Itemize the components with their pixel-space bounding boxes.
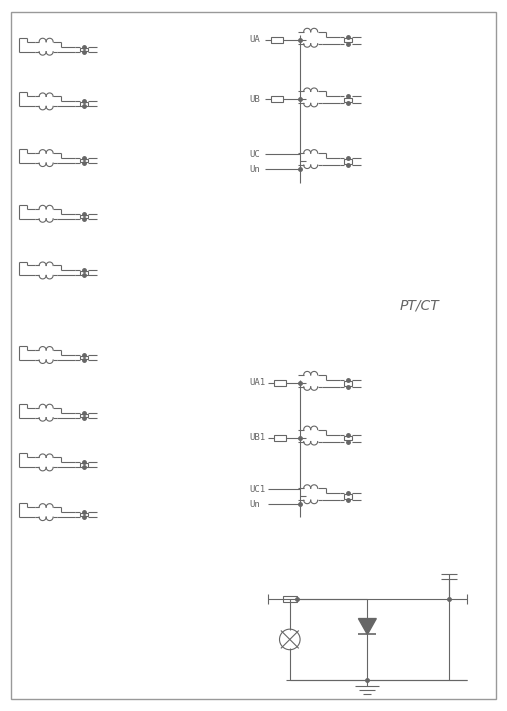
Bar bbox=[80, 159, 88, 162]
Bar bbox=[274, 434, 286, 441]
Bar bbox=[344, 436, 352, 440]
Text: Un: Un bbox=[249, 500, 260, 508]
Text: UA: UA bbox=[249, 36, 260, 44]
Bar bbox=[344, 38, 352, 43]
Text: UB: UB bbox=[249, 95, 260, 104]
Bar bbox=[344, 381, 352, 385]
Bar bbox=[80, 464, 88, 466]
Bar bbox=[344, 159, 352, 164]
Text: PT/CT: PT/CT bbox=[399, 299, 439, 312]
Bar bbox=[80, 272, 88, 274]
Text: Un: Un bbox=[249, 164, 260, 173]
Text: UC: UC bbox=[249, 149, 260, 159]
Bar bbox=[80, 215, 88, 218]
Polygon shape bbox=[358, 619, 376, 634]
Bar bbox=[80, 414, 88, 417]
Bar bbox=[344, 494, 352, 499]
Bar bbox=[344, 97, 352, 102]
Bar bbox=[274, 380, 286, 386]
Bar bbox=[283, 596, 297, 602]
Bar bbox=[271, 97, 283, 102]
Bar bbox=[80, 102, 88, 105]
Bar bbox=[80, 48, 88, 50]
Bar bbox=[271, 37, 283, 43]
Text: UA1: UA1 bbox=[249, 378, 265, 387]
Text: UB1: UB1 bbox=[249, 433, 265, 442]
Bar bbox=[80, 513, 88, 516]
Text: UC1: UC1 bbox=[249, 485, 265, 493]
Bar bbox=[80, 356, 88, 359]
